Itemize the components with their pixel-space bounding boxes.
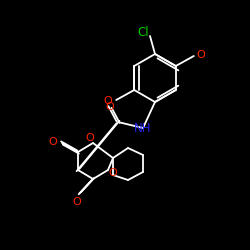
Text: O: O (72, 197, 82, 207)
Text: NH: NH (134, 122, 152, 134)
Text: O: O (48, 137, 58, 147)
Text: O: O (108, 168, 118, 178)
Text: O: O (106, 102, 114, 112)
Text: O: O (86, 133, 94, 143)
Text: O: O (196, 50, 205, 60)
Text: Cl: Cl (137, 26, 149, 40)
Text: O: O (104, 96, 112, 106)
